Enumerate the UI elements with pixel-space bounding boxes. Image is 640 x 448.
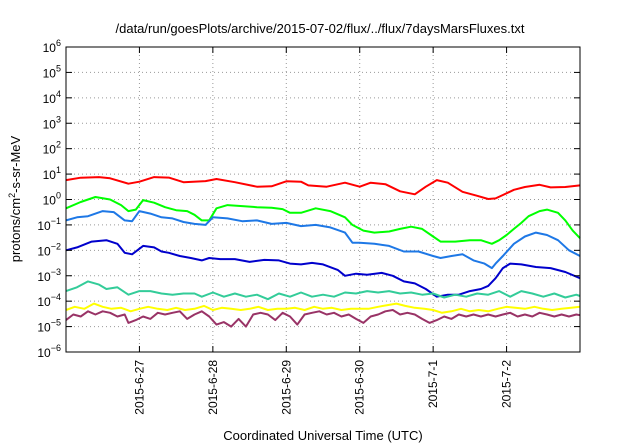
- y-tick-label-exp: −4: [51, 292, 61, 302]
- y-tick-label-base: 10: [43, 41, 57, 55]
- y-tick-label: 10−1: [37, 216, 61, 233]
- series-line-1: [65, 176, 581, 200]
- x-tick-label: 2015-6-29: [279, 360, 293, 415]
- series-line-6: [65, 302, 581, 314]
- y-tick-label-base: 10: [43, 168, 57, 182]
- y-tick-label: 10−6: [37, 343, 61, 360]
- series-line-4: [65, 239, 581, 298]
- y-tick-label-base: 10: [43, 66, 57, 80]
- y-tick-label-base: 10: [37, 270, 51, 284]
- series-line-3: [65, 210, 581, 270]
- x-tick-label: 2015-6-30: [353, 360, 367, 415]
- y-axis-label-suffix: -s-sr-MeV: [8, 135, 23, 192]
- y-tick-label-exp: 3: [56, 114, 61, 124]
- y-axis-label: protons/cm2-s-sr-MeV: [7, 135, 23, 262]
- y-tick-label-exp: 6: [56, 38, 61, 48]
- series-line-7: [65, 309, 581, 328]
- y-tick-label: 100: [43, 191, 61, 208]
- y-tick-label: 10−4: [37, 292, 61, 309]
- y-tick-label-exp: 5: [56, 63, 61, 73]
- y-tick-label: 102: [43, 140, 61, 157]
- x-axis: 2015-6-27 2015-6-28 2015-6-29 2015-6-30 2015…: [132, 47, 514, 415]
- y-axis-label-sup: 2: [7, 193, 17, 198]
- y-tick-label-base: 10: [37, 321, 51, 335]
- y-tick-label-base: 10: [43, 194, 57, 208]
- y-tick-label-base: 10: [37, 295, 51, 309]
- x-tick-label: 2015-7-2: [500, 360, 514, 408]
- y-axis-label-prefix: protons/cm: [8, 198, 23, 262]
- y-tick-label-base: 10: [43, 117, 57, 131]
- x-tick-label: 2015-6-27: [132, 360, 146, 415]
- x-axis-label: Coordinated Universal Time (UTC): [223, 428, 422, 443]
- y-tick-label-exp: −5: [51, 318, 61, 328]
- x-tick-label: 2015-7-1: [426, 360, 440, 408]
- y-tick-label-exp: 1: [56, 165, 61, 175]
- y-tick-label-base: 10: [37, 244, 51, 258]
- y-tick-label-base: 10: [37, 219, 51, 233]
- y-tick-label: 103: [43, 114, 61, 131]
- chart-title: /data/run/goesPlots/archive/2015-07-02/f…: [116, 21, 525, 36]
- y-tick-label-exp: −3: [51, 267, 61, 277]
- series-line-5: [65, 280, 581, 301]
- y-tick-label-exp: −1: [51, 216, 61, 226]
- y-tick-label: 106: [43, 38, 61, 55]
- y-tick-label: 10−2: [37, 241, 61, 258]
- y-axis: 10−610−510−410−310−210−11001011021031041…: [37, 38, 580, 360]
- y-tick-label-exp: −2: [51, 241, 61, 251]
- y-tick-label-exp: 4: [56, 89, 61, 99]
- y-tick-label-base: 10: [43, 92, 57, 106]
- y-tick-label-exp: 2: [56, 140, 61, 150]
- y-tick-label: 101: [43, 165, 61, 182]
- y-tick-label-exp: −6: [51, 343, 61, 353]
- y-tick-label: 10−5: [37, 318, 61, 335]
- y-tick-label: 104: [43, 89, 61, 106]
- y-tick-label-base: 10: [37, 346, 51, 360]
- y-tick-label-exp: 0: [56, 191, 61, 201]
- data-series: [65, 176, 581, 328]
- series-line-2: [65, 196, 581, 245]
- y-tick-label-base: 10: [43, 143, 57, 157]
- x-tick-label: 2015-6-28: [206, 360, 220, 415]
- y-tick-label: 10−3: [37, 267, 61, 284]
- grid-lines: [66, 47, 580, 352]
- y-tick-label: 105: [43, 63, 61, 80]
